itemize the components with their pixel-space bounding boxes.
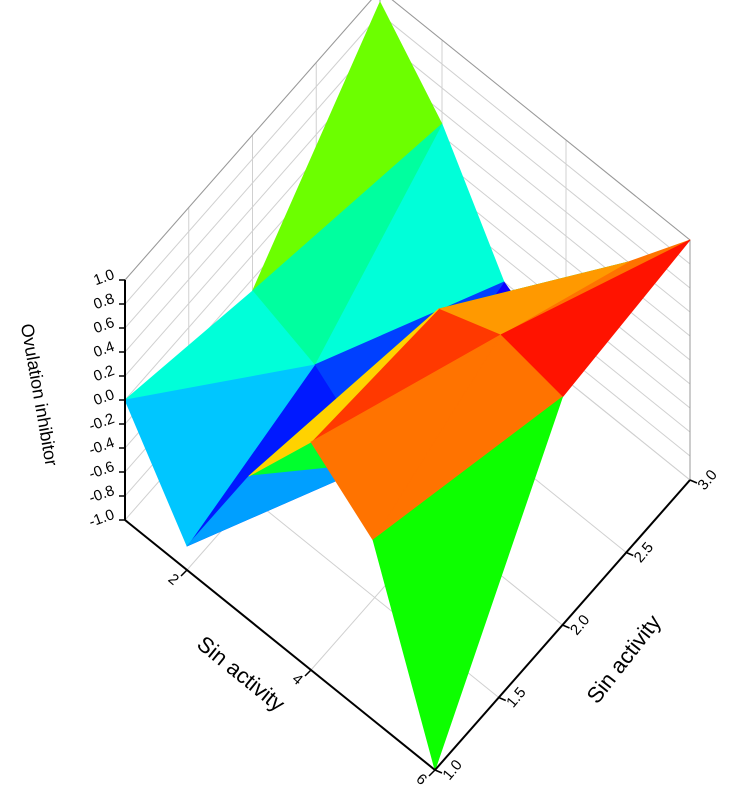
y-axis-title: Sin activity (581, 610, 665, 708)
z-tick-label: 0.2 (91, 362, 116, 385)
z-tick-label: 0.8 (91, 290, 116, 313)
z-axis-title: Ovulation inhibitor (17, 322, 62, 467)
y-tick (625, 551, 634, 557)
x-tick (180, 569, 188, 577)
y-tick-label: 3.0 (694, 467, 720, 494)
x-tick (304, 669, 312, 677)
surface-face (124, 364, 315, 547)
z-tick-label: 1.0 (91, 266, 116, 289)
z-tick-label: -0.8 (87, 482, 117, 507)
x-tick-label: 4 (289, 670, 306, 688)
z-tick-label: -0.2 (87, 410, 117, 435)
y-tick (434, 769, 443, 774)
grid-line (379, 37, 691, 289)
surface-face (310, 334, 501, 541)
z-tick-label: -1.0 (87, 506, 117, 531)
x-axis-title: Sin activity (192, 631, 289, 717)
x-axis (124, 519, 436, 771)
z-tick-label: 0.4 (91, 338, 116, 361)
x-tick-label: 2 (165, 570, 182, 588)
grid-line (379, 13, 691, 265)
y-tick (562, 624, 570, 629)
surface-face (372, 396, 563, 771)
box-edge (124, 0, 372, 281)
y-tick (689, 479, 698, 484)
surface-face (186, 462, 377, 547)
z-tick-label: 0.0 (91, 386, 116, 409)
z-tick-label: -0.4 (87, 434, 117, 459)
z-tick-label: -0.6 (87, 458, 117, 483)
y-tick (498, 696, 507, 702)
box-edge (391, 0, 691, 241)
x-tick-label: 6 (413, 770, 430, 788)
x-tick (428, 769, 436, 777)
z-tick-label: 0.6 (91, 314, 116, 337)
surface-face (248, 308, 439, 477)
